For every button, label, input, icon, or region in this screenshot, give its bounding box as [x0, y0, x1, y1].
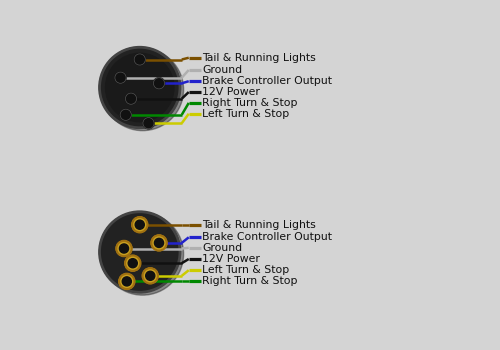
Circle shape: [120, 109, 132, 120]
Circle shape: [102, 49, 184, 131]
Circle shape: [106, 53, 174, 122]
Circle shape: [115, 72, 126, 83]
Circle shape: [154, 238, 164, 247]
Text: Left Turn & Stop: Left Turn & Stop: [202, 109, 290, 119]
Text: Ground: Ground: [202, 65, 242, 75]
Circle shape: [132, 217, 148, 232]
Circle shape: [135, 220, 144, 229]
Circle shape: [125, 256, 140, 271]
Circle shape: [154, 78, 164, 89]
Text: Tail & Running Lights: Tail & Running Lights: [202, 220, 316, 230]
Circle shape: [152, 235, 166, 251]
Text: Right Turn & Stop: Right Turn & Stop: [202, 276, 298, 286]
Circle shape: [122, 277, 132, 286]
Circle shape: [128, 259, 138, 268]
Circle shape: [119, 274, 134, 289]
Text: Right Turn & Stop: Right Turn & Stop: [202, 98, 298, 108]
Circle shape: [116, 241, 132, 256]
Circle shape: [126, 93, 136, 104]
Text: Left Turn & Stop: Left Turn & Stop: [202, 265, 290, 275]
Circle shape: [100, 212, 180, 292]
Text: 12V Power: 12V Power: [202, 87, 260, 97]
Text: 12V Power: 12V Power: [202, 254, 260, 264]
Text: Ground: Ground: [202, 243, 242, 253]
Text: Brake Controller Output: Brake Controller Output: [202, 232, 332, 242]
Text: Brake Controller Output: Brake Controller Output: [202, 76, 332, 86]
Text: Tail & Running Lights: Tail & Running Lights: [202, 53, 316, 63]
Circle shape: [102, 213, 184, 295]
Circle shape: [142, 268, 158, 284]
Circle shape: [100, 47, 180, 128]
Circle shape: [143, 118, 154, 129]
Circle shape: [134, 54, 145, 65]
Circle shape: [146, 271, 155, 280]
Circle shape: [120, 244, 128, 253]
